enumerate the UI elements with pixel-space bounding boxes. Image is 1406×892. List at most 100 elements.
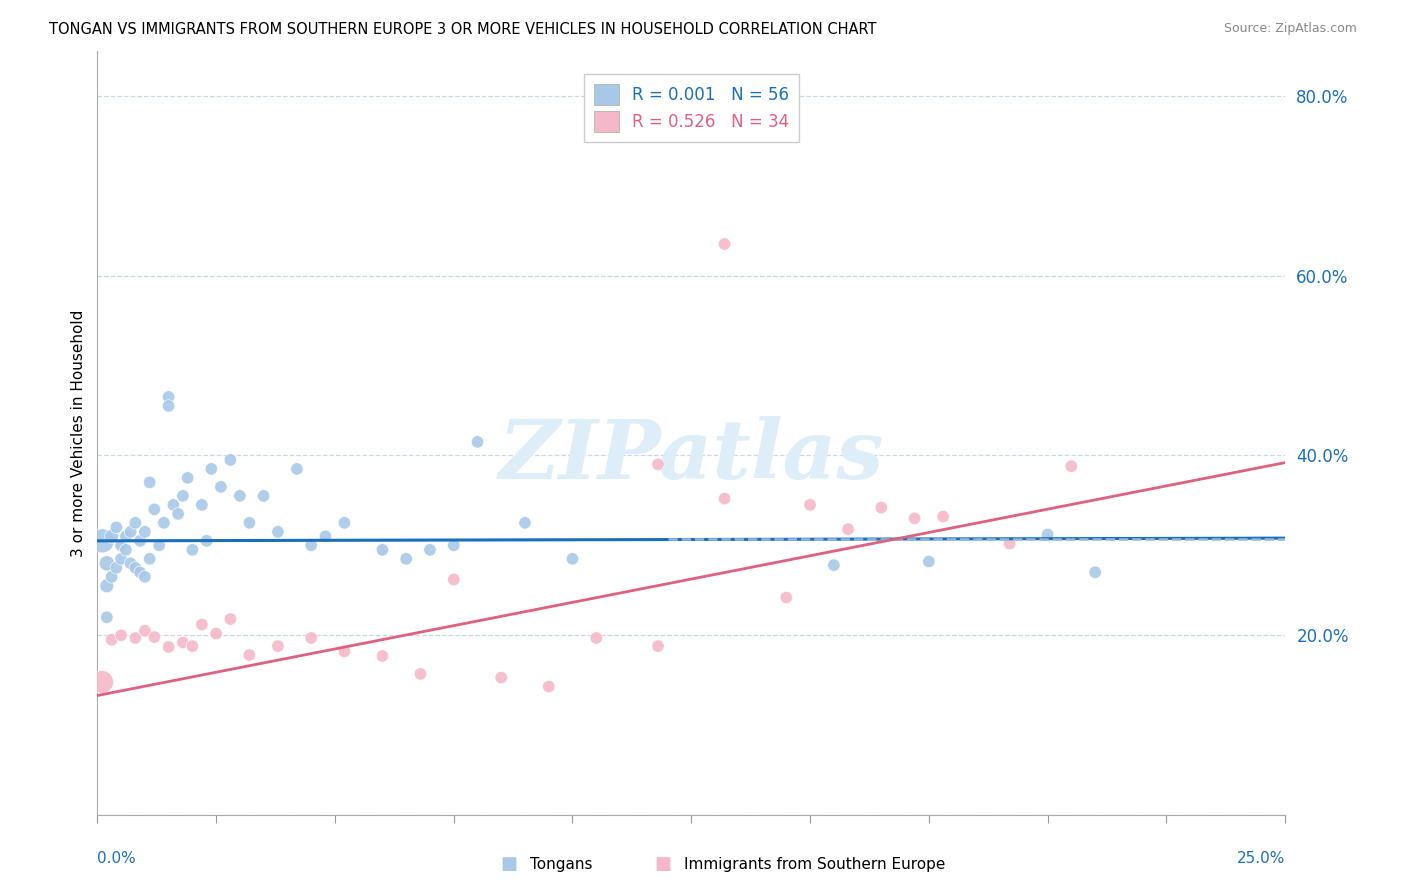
Point — [157, 640, 180, 654]
Point — [238, 516, 260, 530]
Text: ■: ■ — [501, 855, 517, 873]
Point — [124, 516, 146, 530]
Point — [285, 462, 308, 476]
Point — [371, 648, 394, 663]
Point — [903, 511, 925, 525]
Point — [91, 533, 114, 548]
Text: 0.0%: 0.0% — [97, 851, 136, 866]
Point — [585, 631, 607, 645]
Point — [209, 480, 232, 494]
Point — [1060, 459, 1083, 474]
Point — [299, 538, 322, 552]
Point — [918, 555, 941, 569]
Point — [157, 399, 180, 413]
Text: Source: ZipAtlas.com: Source: ZipAtlas.com — [1223, 22, 1357, 36]
Point — [1084, 566, 1107, 580]
Point — [333, 644, 356, 658]
Point — [120, 557, 142, 571]
Point — [371, 542, 394, 557]
Point — [799, 498, 821, 512]
Point — [105, 561, 128, 575]
Point — [110, 628, 132, 642]
Point — [120, 524, 142, 539]
Point — [96, 610, 118, 624]
Point — [561, 551, 583, 566]
Point — [467, 434, 489, 449]
Point — [713, 491, 735, 506]
Point — [134, 570, 156, 584]
Point — [837, 522, 859, 536]
Point — [513, 516, 536, 530]
Point — [129, 533, 152, 548]
Point — [124, 561, 146, 575]
Text: ZIPatlas: ZIPatlas — [499, 416, 884, 496]
Point — [167, 507, 190, 521]
Legend: R = 0.001   N = 56, R = 0.526   N = 34: R = 0.001 N = 56, R = 0.526 N = 34 — [583, 74, 799, 142]
Point — [148, 538, 170, 552]
Point — [537, 680, 560, 694]
Point — [134, 524, 156, 539]
Point — [395, 551, 418, 566]
Point — [110, 538, 132, 552]
Point — [932, 509, 955, 524]
Point — [100, 632, 122, 647]
Point — [100, 570, 122, 584]
Point — [205, 626, 228, 640]
Point — [96, 557, 118, 571]
Point — [143, 502, 166, 516]
Point — [91, 675, 114, 690]
Point — [115, 542, 138, 557]
Point — [153, 516, 176, 530]
Point — [647, 639, 669, 653]
Point — [115, 529, 138, 543]
Point — [129, 566, 152, 580]
Y-axis label: 3 or more Vehicles in Household: 3 or more Vehicles in Household — [72, 310, 86, 557]
Text: Tongans: Tongans — [530, 856, 592, 871]
Point — [443, 573, 465, 587]
Point — [143, 630, 166, 644]
Point — [219, 453, 242, 467]
Point — [191, 617, 214, 632]
Point — [134, 624, 156, 638]
Point — [181, 542, 204, 557]
Point — [333, 516, 356, 530]
Text: 25.0%: 25.0% — [1237, 851, 1285, 866]
Point — [172, 489, 194, 503]
Point — [998, 536, 1021, 550]
Point — [419, 542, 441, 557]
Point — [96, 579, 118, 593]
Text: TONGAN VS IMMIGRANTS FROM SOUTHERN EUROPE 3 OR MORE VEHICLES IN HOUSEHOLD CORREL: TONGAN VS IMMIGRANTS FROM SOUTHERN EUROP… — [49, 22, 877, 37]
Point — [299, 631, 322, 645]
Point — [713, 237, 735, 252]
Point — [647, 458, 669, 472]
Point — [172, 635, 194, 649]
Point — [775, 591, 797, 605]
Point — [409, 667, 432, 681]
Point — [110, 551, 132, 566]
Point — [157, 390, 180, 404]
Point — [162, 498, 184, 512]
Point — [138, 475, 160, 490]
Point — [870, 500, 893, 515]
Text: ■: ■ — [655, 855, 672, 873]
Text: Immigrants from Southern Europe: Immigrants from Southern Europe — [685, 856, 946, 871]
Point — [219, 612, 242, 626]
Point — [200, 462, 222, 476]
Point — [238, 648, 260, 662]
Point — [124, 631, 146, 645]
Point — [267, 524, 290, 539]
Point — [105, 520, 128, 534]
Point — [176, 471, 198, 485]
Point — [253, 489, 276, 503]
Point — [267, 639, 290, 653]
Point — [229, 489, 252, 503]
Point — [138, 551, 160, 566]
Point — [443, 538, 465, 552]
Point — [181, 639, 204, 653]
Point — [195, 533, 218, 548]
Point — [314, 529, 336, 543]
Point — [489, 671, 512, 685]
Point — [823, 558, 845, 573]
Point — [100, 529, 122, 543]
Point — [191, 498, 214, 512]
